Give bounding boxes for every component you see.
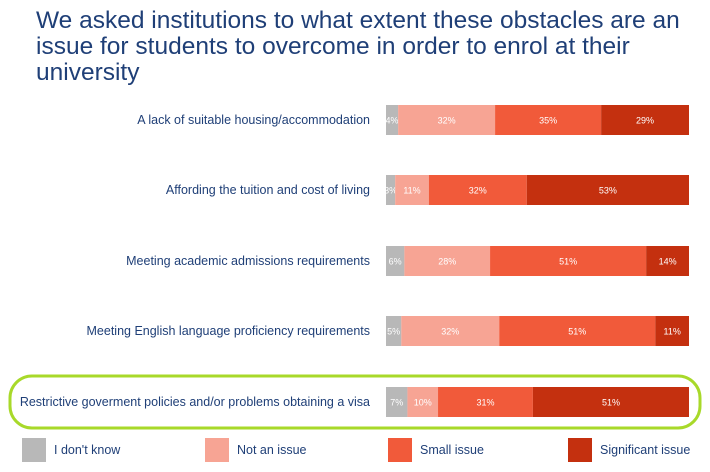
bar-segment [428,175,527,205]
data-label: 10% [414,398,432,408]
bar-segment [499,316,656,346]
bar-segment [404,246,491,276]
bar-segment [438,387,533,417]
data-label: 11% [663,327,680,337]
bar-segment [601,105,689,135]
stacked-bar-chart: A lack of suitable housing/accommodation… [8,105,702,430]
data-label: 32% [438,116,456,126]
bar-segment [386,175,396,205]
category-label: Meeting academic admissions requirements [126,254,370,268]
data-label: 6% [389,257,402,267]
category-label: Meeting English language proficiency req… [87,324,371,338]
legend-item: Not an issue [205,438,306,462]
data-label: 51% [568,327,586,337]
category-label: Restrictive goverment policies and/or pr… [20,395,370,409]
bar-segment [401,316,500,346]
bar-segment [495,105,602,135]
data-label: 5% [387,327,400,337]
bar-segment [386,105,399,135]
chart-title: We asked institutions to what extent the… [36,7,680,86]
legend-swatch [568,438,592,462]
legend-swatch [22,438,46,462]
legend-label: Significant issue [600,443,691,457]
data-label: 51% [602,398,620,408]
legend-label: I don't know [54,443,121,457]
data-label: 32% [469,186,487,196]
data-label: 4% [386,116,399,126]
legend-label: Small issue [420,443,484,457]
bar-segment [490,246,647,276]
bar-segment [386,246,405,276]
data-label: 7% [390,398,403,408]
bar-segment [386,387,408,417]
data-label: 3% [384,186,397,196]
bar-segment [407,387,439,417]
data-label: 31% [476,398,494,408]
data-label: 11% [403,186,420,196]
bar-segment [655,316,689,346]
bar-segment [395,175,429,205]
data-label: 51% [559,257,577,267]
legend-item: Significant issue [568,438,690,462]
legend-item: Small issue [388,438,484,462]
category-label: A lack of suitable housing/accommodation [137,113,370,127]
data-label: 35% [539,116,557,126]
data-label: 53% [599,186,617,196]
bar-segment [386,316,402,346]
bar-segment [646,246,689,276]
legend-item: I don't know [22,438,120,462]
highlight-outline [8,374,702,430]
category-label: Affording the tuition and cost of living [166,183,370,197]
legend: I don't know Not an issue Small issue Signi… [0,438,710,468]
bar-segment [532,387,689,417]
bar-segment [526,175,689,205]
data-label: 32% [441,327,459,337]
data-label: 14% [659,257,677,267]
data-label: 29% [636,116,654,126]
bar-segment [398,105,496,135]
legend-swatch [205,438,229,462]
legend-swatch [388,438,412,462]
data-label: 28% [438,257,456,267]
legend-label: Not an issue [237,443,307,457]
